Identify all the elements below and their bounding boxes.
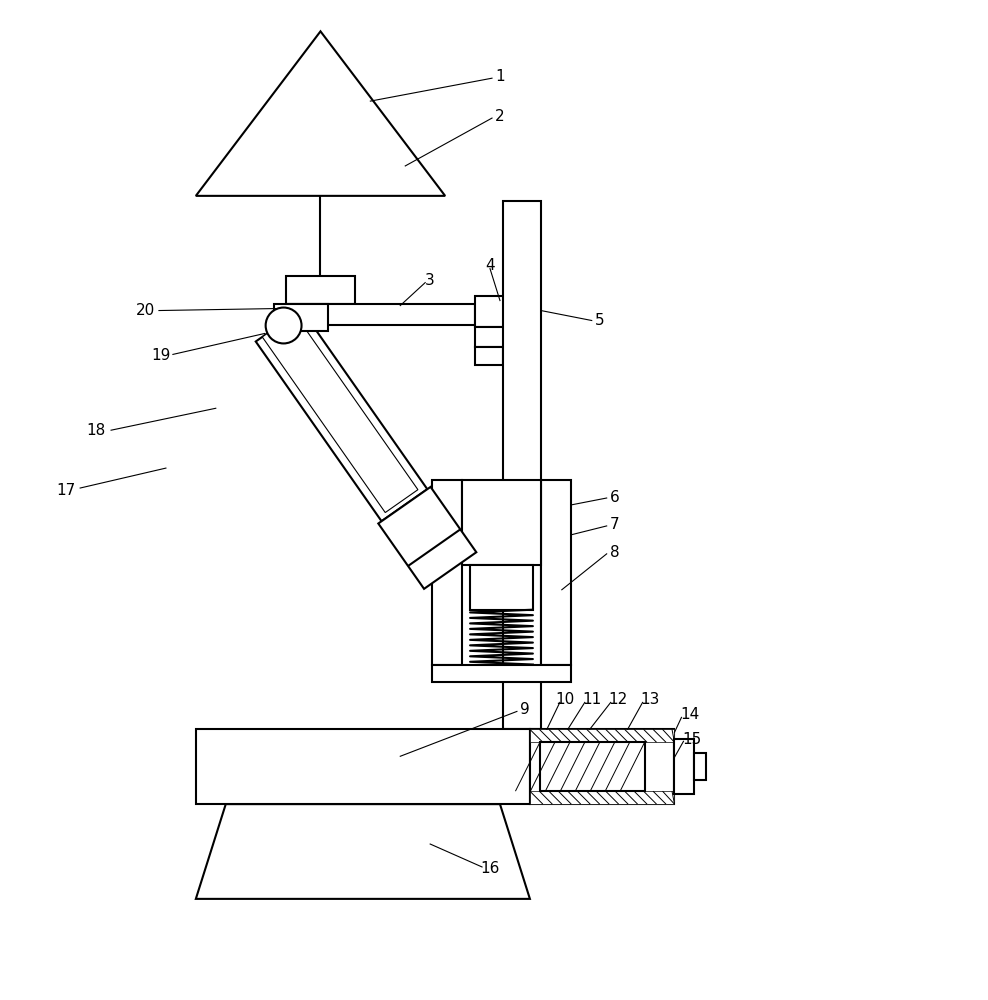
Text: 7: 7 bbox=[610, 517, 619, 532]
Text: 15: 15 bbox=[682, 732, 701, 747]
Text: 4: 4 bbox=[485, 258, 495, 273]
Text: 18: 18 bbox=[87, 423, 106, 438]
Bar bbox=[432, 480, 462, 665]
Text: 12: 12 bbox=[608, 692, 627, 707]
Bar bbox=[530, 729, 675, 804]
Bar bbox=[475, 347, 503, 365]
Circle shape bbox=[266, 308, 301, 343]
Polygon shape bbox=[196, 804, 530, 899]
Text: 9: 9 bbox=[520, 702, 530, 717]
Text: 20: 20 bbox=[136, 303, 155, 318]
Bar bbox=[286, 304, 475, 325]
Text: 17: 17 bbox=[56, 483, 76, 498]
Bar bbox=[286, 276, 356, 304]
Bar bbox=[503, 201, 540, 729]
Text: 6: 6 bbox=[610, 490, 619, 505]
Bar bbox=[196, 729, 530, 804]
Text: 13: 13 bbox=[640, 692, 659, 707]
Text: 14: 14 bbox=[680, 707, 700, 722]
Bar bbox=[695, 753, 706, 780]
Text: 16: 16 bbox=[480, 861, 500, 876]
Text: 5: 5 bbox=[595, 313, 605, 328]
Bar bbox=[475, 296, 530, 327]
Bar bbox=[432, 665, 571, 682]
Bar bbox=[475, 327, 515, 347]
Text: 1: 1 bbox=[495, 69, 505, 84]
Text: 3: 3 bbox=[425, 273, 435, 288]
Text: 8: 8 bbox=[610, 545, 619, 560]
Bar bbox=[462, 480, 540, 565]
Text: 11: 11 bbox=[582, 692, 602, 707]
Text: 10: 10 bbox=[555, 692, 574, 707]
Bar bbox=[274, 304, 328, 331]
Polygon shape bbox=[378, 487, 476, 589]
Polygon shape bbox=[196, 31, 446, 196]
Polygon shape bbox=[262, 314, 418, 513]
Text: 19: 19 bbox=[151, 348, 171, 363]
Bar bbox=[530, 729, 675, 742]
Polygon shape bbox=[256, 309, 428, 521]
Bar bbox=[530, 791, 675, 804]
Bar bbox=[470, 565, 533, 610]
Text: 2: 2 bbox=[495, 109, 505, 124]
Bar bbox=[540, 480, 571, 665]
Bar bbox=[675, 739, 695, 794]
Bar bbox=[539, 742, 644, 791]
